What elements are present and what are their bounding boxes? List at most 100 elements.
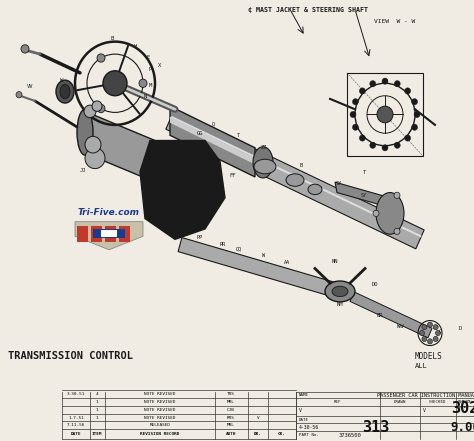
Polygon shape [85, 112, 160, 184]
Circle shape [394, 192, 400, 198]
Circle shape [84, 105, 96, 118]
Text: 1: 1 [96, 415, 98, 419]
Circle shape [85, 148, 105, 168]
Ellipse shape [254, 159, 276, 174]
Circle shape [97, 54, 105, 62]
Text: X: X [158, 63, 162, 68]
Circle shape [433, 336, 438, 341]
Text: AUTH: AUTH [226, 432, 236, 436]
Ellipse shape [332, 286, 348, 297]
Text: PP: PP [196, 235, 202, 240]
Text: V: V [299, 408, 302, 413]
Polygon shape [166, 110, 424, 249]
Circle shape [373, 210, 379, 217]
Bar [105, 226, 116, 243]
Text: NAME: NAME [299, 393, 309, 397]
Text: DATE: DATE [299, 418, 309, 422]
Text: SY: SY [361, 193, 367, 198]
Text: 1-7-51: 1-7-51 [68, 415, 84, 419]
Text: SY: SY [336, 181, 342, 186]
Circle shape [359, 135, 365, 141]
Text: MRL: MRL [227, 423, 235, 427]
Text: V: V [257, 415, 259, 419]
Circle shape [422, 336, 427, 341]
Circle shape [139, 79, 147, 87]
Ellipse shape [286, 174, 304, 186]
Circle shape [370, 142, 376, 148]
Text: M: M [148, 83, 152, 88]
Text: NOTE REVISED: NOTE REVISED [144, 392, 176, 396]
Ellipse shape [325, 281, 355, 302]
Circle shape [414, 112, 420, 118]
Circle shape [419, 330, 425, 336]
Text: CK.: CK. [278, 432, 286, 436]
Text: Tri-Five.com: Tri-Five.com [78, 209, 140, 217]
Polygon shape [170, 116, 255, 164]
Text: PART No.: PART No. [299, 433, 319, 437]
Text: N: N [143, 94, 146, 99]
Text: r: r [457, 406, 460, 411]
Circle shape [85, 136, 101, 153]
Text: 4-30-56: 4-30-56 [299, 425, 319, 430]
Ellipse shape [77, 109, 93, 155]
Text: 3736500: 3736500 [338, 433, 361, 437]
Bar [119, 226, 130, 243]
Text: T: T [237, 133, 240, 138]
Text: Q: Q [212, 121, 215, 126]
Text: CJB: CJB [227, 408, 235, 412]
Text: DRAWN: DRAWN [394, 400, 406, 404]
Ellipse shape [308, 184, 322, 194]
Circle shape [382, 78, 388, 84]
Polygon shape [140, 141, 225, 239]
Bar [77, 226, 88, 243]
Text: 1: 1 [96, 408, 98, 412]
Polygon shape [171, 116, 422, 238]
Ellipse shape [253, 147, 273, 178]
Text: VV: VV [27, 85, 33, 90]
Text: NOTE REVISED: NOTE REVISED [144, 415, 176, 419]
Circle shape [428, 339, 432, 344]
Circle shape [436, 330, 440, 336]
Text: PASSENGER CAR INSTRUCTION MANUAL: PASSENGER CAR INSTRUCTION MANUAL [377, 392, 474, 398]
Text: NOTE REVISED: NOTE REVISED [144, 408, 176, 412]
Circle shape [16, 92, 22, 98]
Text: DATE: DATE [71, 432, 81, 436]
Circle shape [21, 45, 29, 53]
Text: W: W [60, 78, 64, 82]
Circle shape [394, 142, 400, 148]
Text: RELEASED: RELEASED [149, 423, 171, 427]
Polygon shape [170, 106, 255, 177]
Text: RRS: RRS [227, 415, 235, 419]
Text: ¢ MAST JACKET & STEERING SHAFT: ¢ MAST JACKET & STEERING SHAFT [248, 7, 368, 13]
Circle shape [359, 88, 365, 94]
Ellipse shape [376, 193, 404, 234]
Text: 3-30-51: 3-30-51 [67, 392, 85, 396]
Circle shape [433, 325, 438, 330]
Text: 1: 1 [96, 400, 98, 404]
Circle shape [394, 228, 400, 235]
Text: REVISION RECORD: REVISION RECORD [140, 432, 180, 436]
Text: D: D [458, 326, 462, 331]
Text: E: E [146, 55, 150, 60]
Text: RR: RR [220, 242, 227, 247]
Text: B: B [110, 36, 114, 41]
Bar [93, 229, 125, 238]
Text: 313: 313 [362, 420, 390, 435]
Text: ITEM: ITEM [92, 432, 102, 436]
Text: P: P [148, 67, 152, 72]
Text: FF: FF [230, 173, 236, 178]
Text: NN: NN [332, 259, 338, 264]
Text: W: W [262, 254, 265, 258]
Text: DR.: DR. [254, 432, 262, 436]
Text: ALL: ALL [415, 363, 428, 370]
Circle shape [353, 99, 358, 105]
Circle shape [382, 145, 388, 151]
Polygon shape [335, 182, 392, 208]
Text: B: B [300, 163, 303, 168]
Bar [91, 226, 102, 243]
Bar [347, 73, 423, 156]
Text: VIEW  W - W: VIEW W - W [374, 19, 416, 24]
Text: BR: BR [377, 314, 383, 318]
Text: MM: MM [337, 302, 343, 307]
Circle shape [97, 105, 105, 112]
